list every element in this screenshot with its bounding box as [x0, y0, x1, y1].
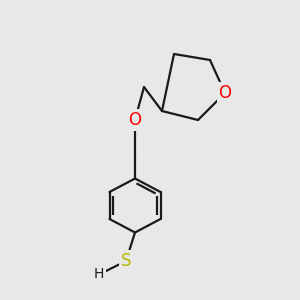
- Text: O: O: [128, 111, 142, 129]
- Text: H: H: [94, 268, 104, 281]
- Text: O: O: [218, 84, 232, 102]
- Text: S: S: [121, 252, 131, 270]
